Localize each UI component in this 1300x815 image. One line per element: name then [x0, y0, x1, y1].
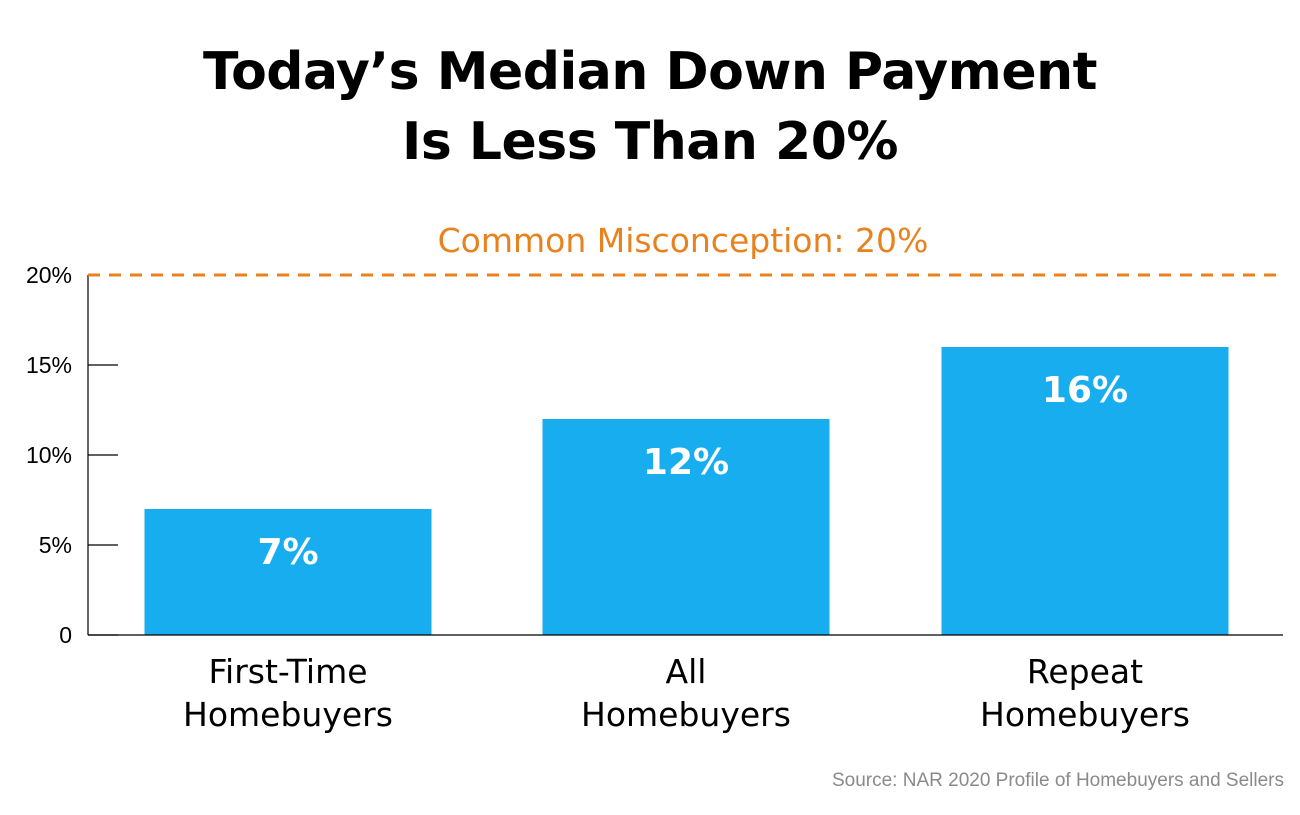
y-tick-label-3: 15% — [26, 352, 72, 378]
chart-title-line-1: Today’s Median Down Payment — [203, 42, 1097, 102]
x-category-label-2-line-2: Homebuyers — [581, 695, 791, 734]
source-note: Source: NAR 2020 Profile of Homebuyers a… — [831, 770, 1284, 791]
y-tick-label-4: 20% — [26, 262, 72, 288]
bar-2 — [542, 419, 830, 635]
x-category-label-1-line-1: First-Time — [208, 652, 367, 691]
x-category-label-1-line-2: Homebuyers — [183, 695, 393, 734]
chart-title-line-2: Is Less Than 20% — [402, 112, 898, 172]
bar-1 — [144, 509, 432, 635]
reference-line-label: Common Misconception: 20% — [438, 221, 929, 260]
x-category-label-2-line-1: All — [666, 652, 707, 691]
bar-value-label-2: 12% — [643, 442, 729, 483]
bar-value-label-3: 16% — [1042, 370, 1128, 411]
x-category-label-3-line-1: Repeat — [1027, 652, 1143, 691]
y-tick-label-2: 10% — [26, 442, 72, 468]
y-tick-label-0: 0 — [59, 622, 72, 648]
x-category-label-3-line-2: Homebuyers — [980, 695, 1190, 734]
bar-3 — [941, 347, 1229, 635]
y-tick-label-1: 5% — [39, 532, 72, 558]
bar-value-label-1: 7% — [257, 532, 318, 573]
